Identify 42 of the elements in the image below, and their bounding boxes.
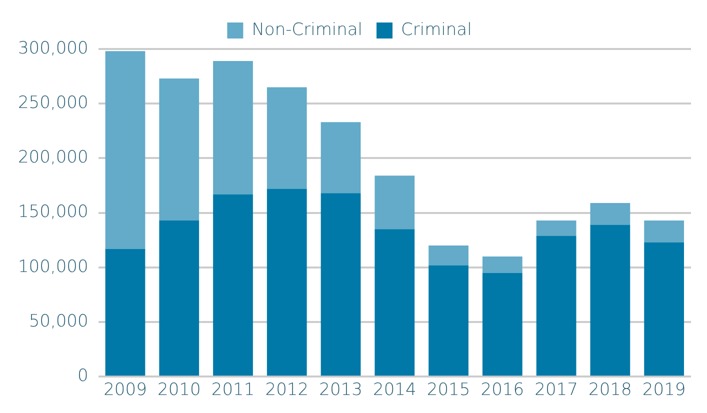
bar bbox=[590, 224, 630, 376]
bar bbox=[482, 272, 522, 376]
bar bbox=[266, 188, 307, 376]
bar bbox=[374, 176, 415, 230]
bar bbox=[320, 122, 361, 194]
bar bbox=[482, 256, 522, 273]
y-tick-label: 150,000 bbox=[18, 202, 88, 222]
x-tick-label: 2013 bbox=[319, 380, 362, 400]
x-tick-label: 2015 bbox=[426, 380, 470, 400]
x-tick-label: 2017 bbox=[534, 380, 578, 400]
x-tick-label: 2019 bbox=[642, 380, 686, 400]
bar bbox=[590, 202, 630, 225]
x-tick-label: 2018 bbox=[588, 380, 632, 400]
legend-label: Non-Criminal bbox=[252, 20, 363, 40]
x-tick-label: 2010 bbox=[157, 380, 201, 400]
y-tick-label: 200,000 bbox=[18, 148, 88, 168]
y-tick-label: 300,000 bbox=[18, 38, 88, 58]
bar bbox=[374, 229, 415, 376]
y-tick-label: 250,000 bbox=[18, 93, 88, 114]
bar bbox=[428, 265, 468, 376]
legend-label: Criminal bbox=[401, 20, 472, 40]
bar bbox=[105, 248, 146, 376]
bar bbox=[644, 220, 684, 242]
bar bbox=[320, 193, 361, 376]
x-tick-label: 2009 bbox=[104, 380, 147, 400]
bar bbox=[159, 78, 200, 220]
y-tick-label: 0 bbox=[77, 366, 88, 386]
bar bbox=[644, 242, 684, 376]
bar bbox=[266, 87, 307, 189]
bar bbox=[536, 220, 576, 236]
y-tick-label: 100,000 bbox=[18, 256, 88, 277]
bar bbox=[213, 61, 253, 194]
bar bbox=[428, 246, 468, 266]
x-tick-label: 2012 bbox=[265, 380, 309, 400]
x-tick-label: 2016 bbox=[480, 380, 524, 400]
x-tick-label: 2014 bbox=[373, 380, 416, 400]
bar bbox=[213, 194, 253, 376]
bar bbox=[105, 51, 146, 249]
bar bbox=[536, 236, 576, 376]
x-tick-label: 2011 bbox=[211, 380, 255, 400]
y-tick-label: 50,000 bbox=[28, 311, 88, 332]
bar bbox=[159, 220, 200, 376]
